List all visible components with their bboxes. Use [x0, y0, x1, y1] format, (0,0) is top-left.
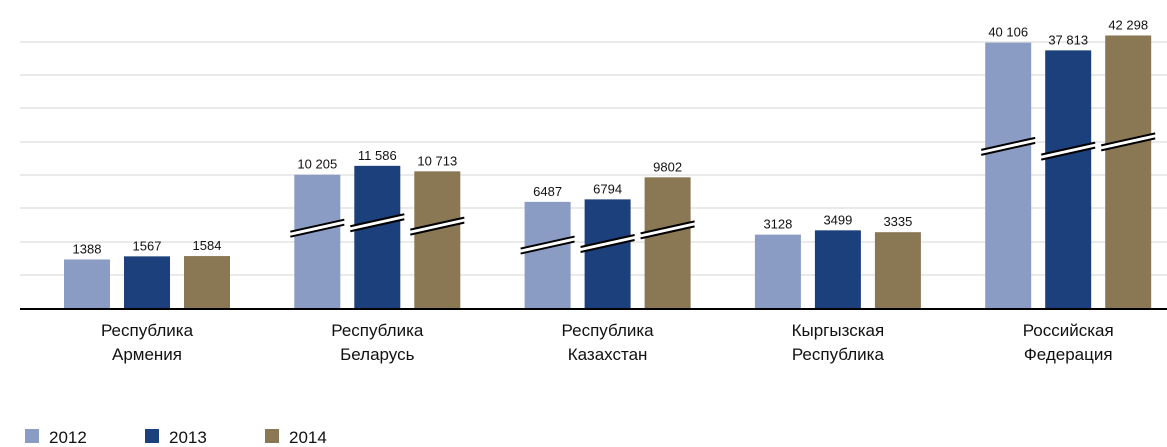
axis-break [580, 235, 635, 253]
data-label: 1584 [193, 238, 222, 253]
data-label: 3128 [763, 217, 792, 232]
axis-break-line [350, 213, 405, 228]
x-tick-label: Республика [562, 321, 655, 340]
data-label: 10 713 [417, 153, 457, 168]
x-tick-label: Беларусь [340, 345, 414, 364]
axis-break [290, 219, 345, 237]
data-label: 11 586 [358, 148, 397, 163]
legend-swatch [145, 429, 159, 443]
bar [354, 165, 401, 309]
x-tick-label: Республика [792, 345, 885, 364]
x-tick-label: Республика [331, 321, 424, 340]
axis-break [520, 236, 575, 254]
x-tick-label: Кыргызская [792, 321, 885, 340]
data-label: 9802 [653, 159, 682, 174]
data-label: 10 205 [297, 157, 337, 172]
bar [64, 259, 110, 309]
axis-break [981, 137, 1036, 155]
data-label: 42 298 [1108, 17, 1148, 32]
legend-label: 2014 [289, 428, 327, 447]
bar [1105, 35, 1152, 309]
axis-break-line [1040, 146, 1096, 161]
axis-break-line [410, 216, 465, 231]
bar [184, 256, 230, 309]
axis-break-line [1100, 137, 1156, 152]
axis-break-line [410, 221, 465, 236]
bar [985, 42, 1032, 310]
axis-break [350, 214, 405, 232]
legend-swatch [25, 429, 39, 443]
x-tick-label: Российская [1023, 321, 1114, 340]
axis-break-line [640, 220, 695, 235]
bar [124, 256, 170, 309]
legend-swatch [265, 429, 279, 443]
bar [584, 199, 631, 309]
axis-break-line [290, 223, 345, 238]
axis-break-line [640, 225, 695, 240]
x-tick-label: Армения [112, 345, 182, 364]
axis-break-line [580, 234, 635, 249]
bar [1045, 50, 1092, 309]
data-label: 1567 [133, 238, 162, 253]
axis-break-line [1100, 132, 1156, 147]
x-tick-label: Федерация [1024, 345, 1113, 364]
bar [644, 177, 691, 309]
data-label: 40 106 [988, 25, 1028, 40]
legend-label: 2013 [169, 428, 207, 447]
bar [294, 174, 341, 309]
bar [414, 171, 461, 309]
axis-break-line [350, 218, 405, 233]
x-tick-label: Казахстан [568, 345, 648, 364]
data-label: 1388 [73, 241, 102, 256]
data-label: 6794 [593, 181, 622, 196]
bar [874, 232, 921, 309]
x-tick-label: Республика [101, 321, 194, 340]
axis-break-line [290, 218, 345, 233]
data-label: 3335 [883, 214, 912, 229]
axis-break-line [1040, 141, 1096, 156]
bar [814, 230, 861, 309]
data-label: 37 813 [1048, 32, 1088, 47]
axis-break [640, 221, 695, 239]
legend-label: 2012 [49, 428, 87, 447]
axis-break-line [980, 136, 1036, 151]
bar [524, 201, 571, 309]
axis-break-line [520, 235, 575, 250]
axis-break [410, 217, 465, 235]
data-label: 6487 [533, 184, 562, 199]
axis-break-line [980, 141, 1036, 156]
bar [754, 234, 801, 309]
axis-break [1041, 142, 1096, 160]
axis-break-line [520, 240, 575, 255]
axis-break [1101, 133, 1156, 151]
data-label: 3499 [823, 212, 852, 227]
axis-break-line [580, 239, 635, 254]
